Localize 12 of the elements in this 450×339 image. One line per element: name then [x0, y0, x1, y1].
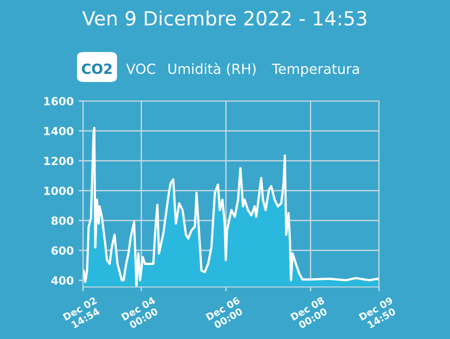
- y-tick-label: 800: [51, 216, 74, 225]
- y-tick-label: 400: [51, 276, 74, 285]
- text: Temperatura: [272, 64, 359, 77]
- text: Umidità (RH): [168, 62, 256, 76]
- y-tick-label: 600: [51, 246, 74, 255]
- y-tick-label: 1200: [44, 156, 74, 166]
- chart-title: Ven 9 Dicembre 2022 - 14:53: [82, 10, 366, 26]
- text: CO2: [82, 64, 112, 74]
- text: VOC: [126, 64, 156, 74]
- y-tick-label: 1600: [44, 96, 74, 106]
- y-tick-label: 1000: [44, 186, 74, 196]
- y-tick-label: 1400: [44, 126, 74, 136]
